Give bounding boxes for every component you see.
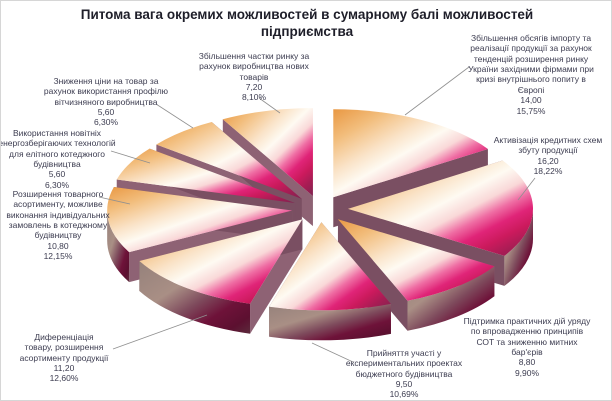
slice-rim xyxy=(504,208,533,286)
slice-rim xyxy=(407,266,495,331)
slice-label-3: Прийняття участі у експериментальних про… xyxy=(345,348,463,400)
leader-line-3 xyxy=(311,342,354,363)
pie-slice-4 xyxy=(139,219,303,334)
slice-top xyxy=(139,219,303,304)
slice-top xyxy=(337,219,495,301)
slice-top xyxy=(116,148,296,203)
leader-line-0 xyxy=(404,66,470,116)
slice-label-8: Збільшення частки ринку за рахунок вироб… xyxy=(198,51,310,103)
slice-label-0: Збільшення обсягів імпорту та реалізації… xyxy=(468,33,594,116)
slice-label-7: Зниження ціни на товар за рахунок викори… xyxy=(43,76,169,128)
leader-line-6 xyxy=(110,150,151,164)
slice-label-4: Диференціація товару, розширення асортим… xyxy=(19,332,109,384)
slice-top xyxy=(348,160,534,256)
leader-line-7 xyxy=(155,103,194,129)
slice-top xyxy=(156,122,302,199)
slice-top xyxy=(269,222,391,311)
leader-line-8 xyxy=(258,97,281,114)
leader-line-5 xyxy=(98,196,131,205)
slice-label-6: Використання новітніх енергозберігаючих … xyxy=(0,128,116,190)
leader-line-1 xyxy=(517,177,536,201)
chart-title: Питома вага окремих можливостей в сумарн… xyxy=(80,7,534,39)
slice-label-2: Підтримка практичних дій уряду по впрова… xyxy=(463,316,591,378)
slice-top xyxy=(222,108,313,197)
slice-label-5: Розширення товарного асортименту, можлив… xyxy=(6,189,110,262)
slice-wall-end xyxy=(337,219,408,331)
pie-slice-3 xyxy=(269,222,391,341)
leader-line-4 xyxy=(112,314,208,350)
slice-top xyxy=(333,109,488,198)
slice-rim xyxy=(107,210,130,283)
slice-rim xyxy=(139,260,251,334)
slice-rim xyxy=(269,303,391,341)
slice-top xyxy=(107,186,293,253)
pie-slice-2 xyxy=(337,219,495,331)
slice-label-1: Активізація кредитних схем збуту продукц… xyxy=(493,135,603,177)
